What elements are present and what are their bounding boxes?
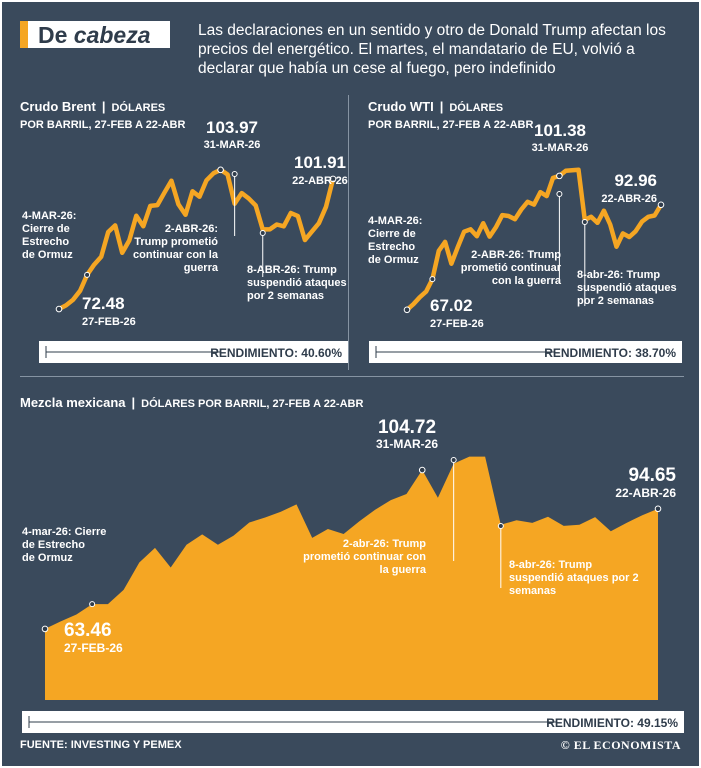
brent-subtitle: POR BARRIL, 27-FEB A 22-ABR [20,119,186,131]
mezcla-marker-dot [89,601,96,608]
wti-annotation-line: Estrecho [368,241,415,253]
brent-point-dot [329,175,337,183]
brent-annotation-line: guerra [184,262,219,274]
wti-point-value: 67.02 [430,296,473,315]
wti-annotation-line: suspendió ataques [577,282,677,294]
mezcla-point-date: 31-MAR-26 [376,437,438,451]
wti-point-date: 31-MAR-26 [532,142,589,154]
brent-annotation-line: Estrecho [22,236,69,248]
title-accent-bar [20,21,28,48]
wti-title-label: Crudo WTI [368,99,434,114]
wti-point-date: 27-FEB-26 [430,318,484,330]
wti-annotation-line: con la guerra [492,275,562,287]
brent-title: Crudo Brent | DÓLARES [20,99,166,114]
wti-rendimiento-label: RENDIMIENTO: 38.70% [544,346,676,360]
logo-text: EL ECONOMISTA [573,738,681,752]
mezcla-annotation-line: la guerra [380,564,427,576]
wti-unit: DÓLARES [449,102,504,114]
mezcla-annotation-line: 8-abr-26: Trump [509,559,592,571]
mezcla-annotation-line: 2-abr-26: Trump [343,538,426,550]
mezcla-annotation-line: suspendió ataques por 2 [509,572,639,584]
wti-marker-dot [556,191,563,197]
mezcla-point-date: 27-FEB-26 [64,641,123,655]
horizontal-divider [20,376,684,377]
wti-title: Crudo WTI | DÓLARES [368,99,504,114]
brent-point-value: 103.97 [206,118,258,137]
brent-point-date: 31-MAR-26 [204,139,261,151]
brent-rendimiento-label: RENDIMIENTO: 40.60% [210,346,342,360]
brent-point-date: 27-FEB-26 [82,316,136,328]
mezcla-annotation-line: de Estrecho [22,539,85,551]
wti-subtitle: POR BARRIL, 27-FEB A 22-ABR [368,119,534,131]
brent-annotation-line: de Ormuz [22,249,73,261]
logo-icon: © [560,738,571,752]
wti-point-value: 92.96 [614,171,657,190]
wti-annotation-line: 2-ABR-26: Trump [471,249,561,261]
mezcla-annotation-line: prometió continuar con [303,551,426,563]
brent-point-date: 22-ABR-26 [292,175,348,187]
brent-price-line [56,167,336,312]
wti-point-dot [657,201,665,209]
vertical-divider [348,95,349,370]
mezcla-subtitle: DÓLARES POR BARRIL, 27-FEB A 22-ABR [141,398,364,410]
mezcla-point-dot [41,625,49,633]
mezcla-title: Mezcla mexicana | DÓLARES POR BARRIL, 27-F… [20,395,364,410]
wti-point-dot [403,306,411,314]
brent-point-dot [55,305,63,313]
wti-marker-dot [581,219,588,225]
mezcla-point-value: 94.65 [628,465,676,486]
brent-annotation-line: Cierre de [22,223,70,235]
brent-annotation-line: por 2 semanas [247,290,324,302]
brent-annotation-line: 8-ABR-26: Trump [247,264,337,276]
brent-title-label: Crudo Brent [20,99,96,114]
mezcla-annotation-line: 4-mar-26: Cierre [22,526,106,538]
mezcla-annotation-line: semanas [509,585,556,597]
brent-marker-dot [259,230,266,236]
wti-annotation-line: de Ormuz [368,254,419,266]
source-note: FUENTE: INVESTING Y PEMEX [20,739,182,751]
title-italic: cabeza [73,22,151,48]
wti-point-date: 22-ABR-26 [601,193,657,205]
wti-marker-dot [429,276,436,283]
mezcla-point-date: 22-ABR-26 [615,486,676,500]
page-title: De cabeza [38,22,151,49]
wti-annotation-line: por 2 semanas [577,295,654,307]
wti-annotation-line: 8-abr-26: Trump [577,269,660,281]
mezcla-title-label: Mezcla mexicana [20,395,126,410]
brent-point-value: 72.48 [82,294,125,313]
brent-point-dot [217,166,224,174]
title-prefix: De [38,22,74,48]
brent-unit: DÓLARES [111,102,166,114]
mezcla-marker-dot [497,523,504,529]
wti-point-dot [556,172,563,180]
mezcla-rendimiento-label: RENDIMIENTO: 49.15% [546,716,678,730]
wti-annotation-line: 4-MAR-26: [368,215,422,227]
brent-point-value: 101.91 [294,153,346,172]
mezcla-point-dot [654,505,662,513]
brent-annotation-line: suspendió ataques [247,277,347,289]
mezcla-point-value: 104.72 [378,417,436,438]
wti-annotation-line: prometió continuar [461,262,562,274]
publisher-logo: © EL ECONOMISTA [561,738,681,753]
mezcla-area-series [45,456,658,700]
mezcla-point-value: 63.46 [64,620,112,641]
title-badge: De cabeza [20,21,170,48]
brent-marker-dot [231,171,238,177]
mezcla-marker-dot [450,457,457,463]
wti-annotation-line: Cierre de [368,228,416,240]
brent-annotation-line: continuar con la [133,249,219,261]
wti-point-value: 101.38 [534,121,586,140]
brent-marker-dot [84,271,91,278]
brent-annotation-line: Trump prometió [134,236,218,248]
brent-annotation-line: 2-ABR-26: [165,223,218,235]
mezcla-annotation-line: de Ormuz [22,552,73,564]
mezcla-point-dot [418,466,426,474]
brent-annotation-line: 4-MAR-26: [22,210,76,222]
wti-price-line [404,167,664,313]
intro-text: Las declaraciones en un sentido y otro d… [198,22,666,77]
